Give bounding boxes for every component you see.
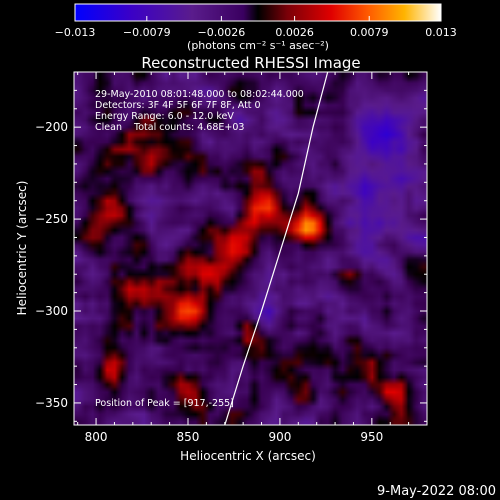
y-tick-label: −300 — [35, 304, 68, 318]
y-axis-label: Heliocentric Y (arcsec) — [15, 181, 29, 316]
y-axis-ticks: −200 −250 −300 −350 — [35, 71, 427, 422]
x-axis-label: Heliocentric X (arcsec) — [180, 449, 316, 463]
x-tick-label: 800 — [85, 430, 108, 444]
colorbar-tick-label: −0.0026 — [198, 26, 246, 39]
colorbar: −0.013 −0.0079 −0.0026 0.0026 0.0079 0.013 (p… — [55, 3, 457, 52]
colorbar-tick-label: 0.013 — [425, 26, 457, 39]
y-tick-label: −250 — [35, 212, 68, 226]
colorbar-tick-label: −0.0079 — [123, 26, 171, 39]
footer-timestamp: 9-May-2022 08:00 — [377, 484, 496, 499]
x-tick-label: 950 — [360, 430, 383, 444]
heatmap-image — [74, 72, 427, 425]
colorbar-tick-label: −0.013 — [55, 26, 96, 39]
y-tick-label: −200 — [35, 120, 68, 134]
annotation-detectors: Detectors: 3F 4F 5F 6F 7F 8F, Att 0 — [95, 100, 261, 111]
solar-limb-curve — [224, 72, 329, 425]
annotation-time-range: 29-May-2010 08:01:48.000 to 08:02:44.000 — [95, 89, 304, 100]
x-axis-ticks: 800 850 900 950 — [77, 72, 428, 444]
image-annotations: 29-May-2010 08:01:48.000 to 08:02:44.000… — [95, 89, 304, 409]
y-tick-label: −350 — [35, 396, 68, 410]
colorbar-units-label: (photons cm⁻² s⁻¹ asec⁻²) — [187, 39, 329, 52]
plot-frame — [73, 71, 428, 426]
x-tick-label: 850 — [177, 430, 200, 444]
chart-title: Reconstructed RHESSI Image — [141, 54, 360, 72]
annotation-energy-range: Energy Range: 6.0 - 12.0 keV — [95, 111, 234, 122]
colorbar-gradient — [74, 3, 442, 22]
colorbar-ticks: −0.013 −0.0079 −0.0026 0.0026 0.0079 0.013 — [55, 16, 457, 39]
colorbar-tick-label: 0.0026 — [275, 26, 314, 39]
colorbar-tick-label: 0.0079 — [350, 26, 389, 39]
annotation-peak-position: Position of Peak = [917,-255] — [95, 398, 234, 409]
annotation-clean-counts: Clean Total counts: 4.68E+03 — [95, 122, 244, 133]
x-tick-label: 900 — [268, 430, 291, 444]
